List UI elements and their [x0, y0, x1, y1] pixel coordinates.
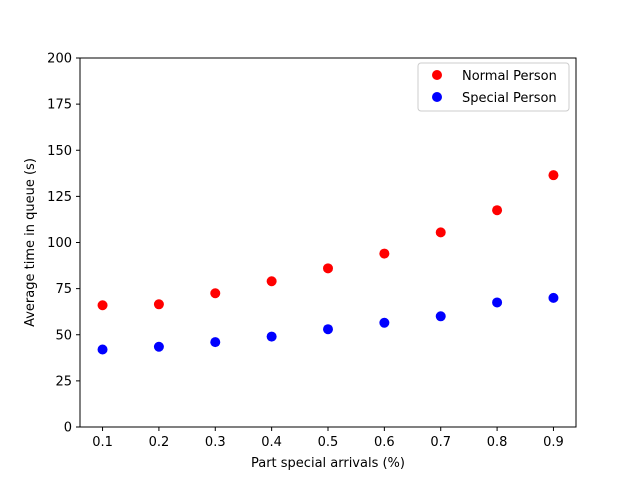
y-tick-label: 75	[55, 282, 72, 297]
data-point-normal-person	[210, 288, 221, 299]
data-point-normal-person	[323, 263, 333, 274]
data-point-normal-person	[266, 276, 277, 287]
data-point-normal-person	[492, 205, 503, 216]
x-tick-label: 0.5	[318, 435, 339, 450]
data-point-special-person	[210, 337, 221, 348]
data-point-special-person	[97, 344, 108, 355]
data-point-normal-person	[379, 248, 390, 259]
data-point-special-person	[379, 317, 390, 328]
y-tick-label: 175	[47, 98, 72, 113]
x-axis-label: Part special arrivals (%)	[251, 456, 405, 471]
x-tick-label: 0.4	[261, 435, 282, 450]
x-tick-label: 0.3	[205, 435, 226, 450]
x-axis-ticks: 0.1 0.2 0.3 0.4 0.5 0.6 0.7 0.8 0.9	[92, 427, 564, 450]
y-tick-label: 100	[47, 236, 72, 251]
y-tick-label: 150	[47, 144, 72, 159]
data-point-normal-person	[153, 299, 164, 310]
x-tick-label: 0.9	[543, 435, 564, 450]
data-point-normal-person	[97, 300, 108, 311]
x-tick-label: 0.7	[430, 435, 451, 450]
points-layer	[97, 170, 559, 355]
x-tick-label: 0.1	[92, 435, 113, 450]
x-tick-label: 0.8	[487, 435, 508, 450]
data-point-special-person	[548, 292, 559, 303]
data-point-special-person	[153, 341, 164, 352]
y-axis-label: Average time in queue (s)	[23, 158, 38, 327]
data-point-normal-person	[435, 227, 446, 238]
legend-marker-normal-person	[432, 70, 442, 80]
data-point-special-person	[492, 297, 503, 308]
x-tick-label: 0.2	[149, 435, 170, 450]
data-point-special-person	[266, 331, 277, 342]
x-tick-label: 0.6	[374, 435, 395, 450]
y-tick-label: 0	[64, 421, 72, 436]
data-point-special-person	[435, 311, 446, 322]
y-tick-label: 25	[55, 374, 72, 389]
y-tick-label: 200	[47, 52, 72, 67]
legend-marker-special-person	[432, 92, 442, 102]
legend-label-special-person: Special Person	[462, 91, 557, 106]
data-point-normal-person	[548, 170, 559, 181]
legend: Normal Person Special Person	[417, 62, 570, 112]
legend-box	[417, 62, 570, 112]
y-axis-ticks: 0 25 50 75 100 125 150 175 200	[47, 52, 80, 436]
legend-label-normal-person: Normal Person	[462, 69, 557, 84]
data-point-special-person	[323, 324, 333, 335]
y-tick-label: 50	[55, 328, 72, 343]
y-tick-label: 125	[47, 190, 72, 205]
